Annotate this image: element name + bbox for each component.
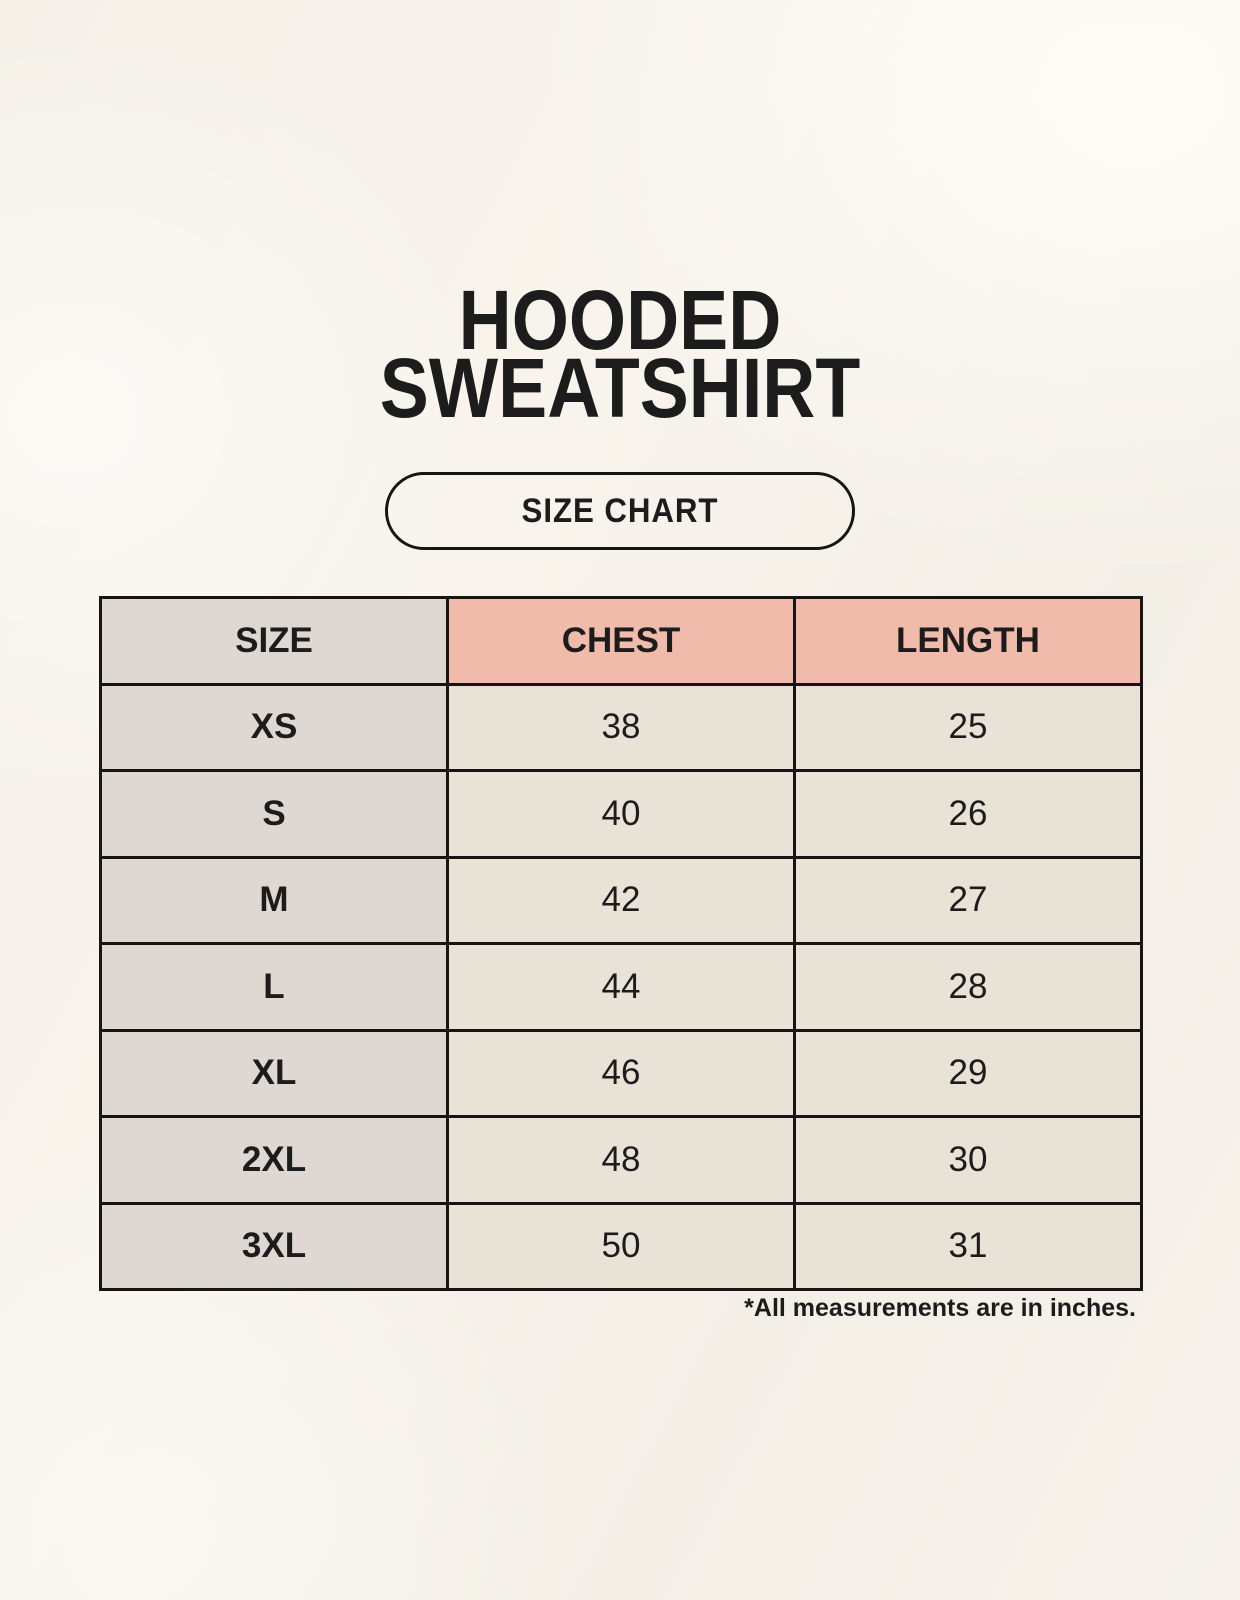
size-cell: XL bbox=[99, 1028, 449, 1118]
chest-cell: 44 bbox=[446, 942, 796, 1032]
size-chart-badge-label: SIZE CHART bbox=[521, 491, 719, 530]
size-cell: L bbox=[99, 942, 449, 1032]
size-chart-table-container: SIZE CHEST LENGTH XS 38 25 S 40 26 M 42 … bbox=[99, 596, 1143, 1291]
title-line-2: SWEATSHIRT bbox=[379, 341, 861, 435]
col-header-chest: CHEST bbox=[446, 596, 796, 686]
table-row: S 40 26 bbox=[99, 769, 1143, 859]
size-chart-badge: SIZE CHART bbox=[385, 472, 855, 550]
chest-cell: 46 bbox=[446, 1028, 796, 1118]
table-row: L 44 28 bbox=[99, 942, 1143, 1032]
chest-cell: 40 bbox=[446, 769, 796, 859]
length-cell: 26 bbox=[793, 769, 1143, 859]
length-cell: 31 bbox=[793, 1201, 1143, 1291]
length-cell: 27 bbox=[793, 855, 1143, 945]
size-cell: M bbox=[99, 855, 449, 945]
header-row: SIZE CHEST LENGTH bbox=[99, 596, 1143, 686]
table-row: XL 46 29 bbox=[99, 1028, 1143, 1118]
chest-cell: 50 bbox=[446, 1201, 796, 1291]
page-title: HOODED SWEATSHIRT bbox=[78, 278, 1163, 430]
table-row: 3XL 50 31 bbox=[99, 1201, 1143, 1291]
title-line-1: HOODED bbox=[458, 273, 782, 367]
chest-cell: 42 bbox=[446, 855, 796, 945]
table-row: 2XL 48 30 bbox=[99, 1115, 1143, 1205]
measurements-footnote: *All measurements are in inches. bbox=[744, 1294, 1136, 1322]
length-cell: 28 bbox=[793, 942, 1143, 1032]
col-header-size: SIZE bbox=[99, 596, 449, 686]
length-cell: 30 bbox=[793, 1115, 1143, 1205]
length-cell: 25 bbox=[793, 682, 1143, 772]
chest-cell: 38 bbox=[446, 682, 796, 772]
length-cell: 29 bbox=[793, 1028, 1143, 1118]
table-row: XS 38 25 bbox=[99, 682, 1143, 772]
size-cell: XS bbox=[99, 682, 449, 772]
table-row: M 42 27 bbox=[99, 855, 1143, 945]
size-chart-table: SIZE CHEST LENGTH XS 38 25 S 40 26 M 42 … bbox=[99, 596, 1143, 1291]
size-cell: S bbox=[99, 769, 449, 859]
col-header-length: LENGTH bbox=[793, 596, 1143, 686]
size-cell: 3XL bbox=[99, 1201, 449, 1291]
chest-cell: 48 bbox=[446, 1115, 796, 1205]
size-cell: 2XL bbox=[99, 1115, 449, 1205]
